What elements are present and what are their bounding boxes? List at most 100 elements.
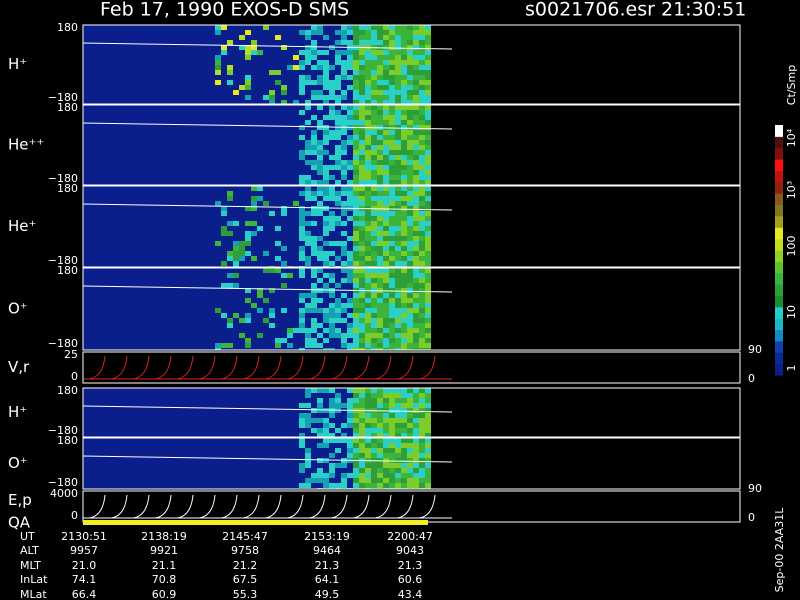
sweep [330, 355, 348, 380]
spectrogram-cell [395, 408, 401, 413]
spectrogram-cell [305, 140, 311, 145]
spectrogram-cell [299, 251, 305, 256]
colorbar-segment [775, 340, 783, 353]
spectrogram-cell [413, 170, 419, 175]
spectrogram-cell [413, 50, 419, 55]
colorbar-title: Ct/Smp [785, 65, 798, 105]
spectrogram-cell [413, 293, 419, 298]
spectrogram-cell [395, 165, 401, 170]
spectrogram-cell [407, 120, 413, 125]
spectrogram-cell [317, 323, 323, 328]
spectrogram-cell [425, 418, 431, 423]
spectrogram-cell [281, 211, 287, 216]
colorbar-label: 10³ [785, 181, 798, 199]
spectrogram-cell [407, 140, 413, 145]
spectrogram-cell [413, 308, 419, 313]
spectrogram-cell [395, 216, 401, 221]
spectrogram-cell [365, 180, 371, 185]
spectrogram-cell [395, 155, 401, 160]
colorbar-segment [775, 204, 783, 217]
right-axis-top: 90 [748, 343, 762, 356]
spectrogram-cell [407, 453, 413, 458]
spectrogram-cell [359, 130, 365, 135]
spectrogram-cell [425, 273, 431, 278]
spectrogram-cell [317, 388, 323, 393]
spectrogram-cell [365, 211, 371, 216]
spectrogram-cell [425, 256, 431, 261]
spectrogram-cell [347, 30, 353, 35]
spectrogram-cell [353, 403, 359, 408]
spectrogram-cell [365, 80, 371, 85]
spectrogram-cell [377, 155, 383, 160]
spectrogram-cell [359, 155, 365, 160]
spectrogram-cell [407, 186, 413, 191]
spectrogram-cell [305, 388, 311, 393]
spectrogram-cell [389, 85, 395, 90]
spectrogram-cell [365, 90, 371, 95]
spectrogram-cell [269, 323, 275, 328]
spectrogram-cell [407, 40, 413, 45]
spectrogram-cell [353, 236, 359, 241]
spectrogram-cell [413, 343, 419, 348]
spectrogram-cell [359, 191, 365, 196]
spectrogram-cell [227, 80, 233, 85]
spectrogram-cell [371, 398, 377, 403]
spectrogram-cell [371, 448, 377, 453]
spectrogram-cell [419, 45, 425, 50]
spectrogram-cell [275, 343, 281, 348]
spectrogram-cell [311, 338, 317, 343]
spectrogram-cell [407, 241, 413, 246]
spectrogram-cell [377, 55, 383, 60]
spectrogram-cell [425, 30, 431, 35]
spectrogram-cell [341, 303, 347, 308]
spectrogram-cell [365, 105, 371, 110]
spectrogram-cell [341, 333, 347, 338]
spectrogram-cell [419, 100, 425, 104]
spectrogram-cell [401, 273, 407, 278]
trace [82, 405, 453, 413]
spectrogram-cell [377, 186, 383, 191]
spectrogram-cell [377, 468, 383, 473]
spectrogram-cell [413, 393, 419, 398]
spectrogram-cell [377, 293, 383, 298]
spectrogram-cell [395, 268, 401, 273]
spectrogram-cell [365, 40, 371, 45]
spectrogram-cell [347, 40, 353, 45]
spectrogram-cell [323, 196, 329, 201]
spectrogram-cell [335, 313, 341, 318]
spectrogram-cell [353, 175, 359, 180]
spectrogram-cell [401, 478, 407, 483]
spectrogram-cell [215, 60, 221, 65]
spectrogram-cell [359, 120, 365, 125]
spectrogram-cell [305, 180, 311, 185]
spectrogram-cell [281, 85, 287, 90]
spectrogram-cell [383, 313, 389, 318]
spectrogram-cell [413, 35, 419, 40]
spectrogram-cell [395, 333, 401, 338]
spectrogram-cell [371, 120, 377, 125]
spectrogram-cell [299, 75, 305, 80]
spectrogram-cell [395, 393, 401, 398]
spectrogram-cell [353, 95, 359, 100]
spectrogram-cell [401, 448, 407, 453]
sweep [132, 494, 150, 519]
spectrogram-cell [389, 191, 395, 196]
panel-label: O⁺ [8, 300, 28, 318]
spectrogram-cell [353, 231, 359, 236]
spectrogram-cell [329, 473, 335, 478]
spectrogram-cell [215, 70, 221, 75]
spectrogram-cell [335, 318, 341, 323]
spectrogram-cell [371, 338, 377, 343]
spectrogram-cell [329, 313, 335, 318]
spectrogram-cell [323, 70, 329, 75]
spectrogram-cell [377, 35, 383, 40]
spectrogram-cell [305, 308, 311, 313]
spectrogram-cell [425, 25, 431, 30]
panel-frame [82, 267, 741, 351]
spectrogram-cell [365, 256, 371, 261]
spectrogram-cell [413, 241, 419, 246]
spectrogram-cell [419, 75, 425, 80]
spectrogram-cell [365, 236, 371, 241]
spectrogram-cell [395, 80, 401, 85]
spectrogram-cell [269, 313, 275, 318]
